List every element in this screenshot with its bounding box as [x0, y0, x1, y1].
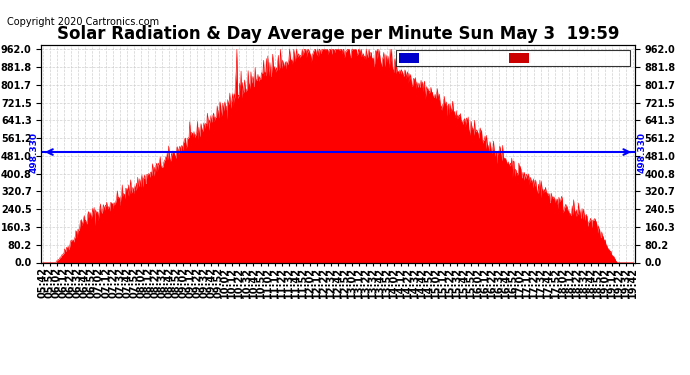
- Text: 498.330: 498.330: [30, 132, 39, 172]
- Text: 498.330: 498.330: [638, 132, 647, 172]
- Text: Copyright 2020 Cartronics.com: Copyright 2020 Cartronics.com: [7, 17, 159, 27]
- Title: Solar Radiation & Day Average per Minute Sun May 3  19:59: Solar Radiation & Day Average per Minute…: [57, 26, 620, 44]
- Legend: Median (w/m2), Radiation (w/m2): Median (w/m2), Radiation (w/m2): [396, 50, 630, 66]
